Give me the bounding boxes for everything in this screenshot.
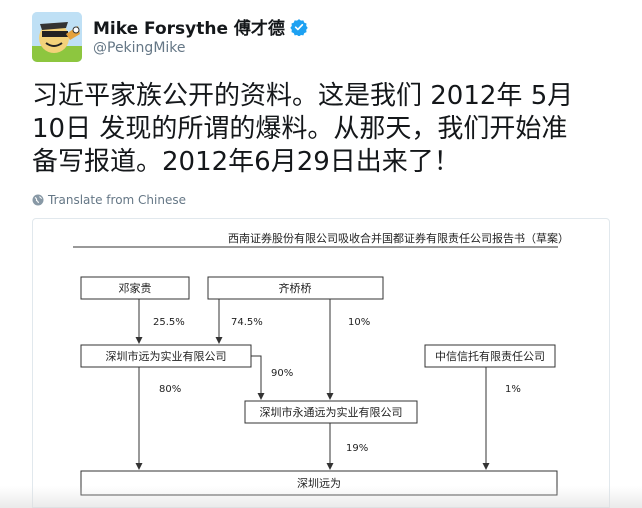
edge-label: 10% bbox=[348, 317, 370, 328]
tweet-line: 备写报道。2012年6月29日出来了！ bbox=[32, 147, 460, 177]
node-deng bbox=[80, 276, 190, 300]
edge-label: 19% bbox=[346, 443, 368, 454]
node-zhongxin-label: 中信信托有限责任公司 bbox=[435, 349, 545, 363]
node-deng-label: 邓家贵 bbox=[119, 281, 152, 295]
user-handle[interactable]: @PekingMike bbox=[93, 40, 186, 56]
edge-label: 25.5% bbox=[153, 317, 185, 328]
verified-badge-icon bbox=[290, 18, 308, 36]
display-name[interactable]: Mike Forsythe 傅才德 bbox=[93, 19, 285, 39]
node-zhongxin bbox=[424, 344, 556, 368]
attached-document-image[interactable]: 西南证券股份有限公司吸收合并国都证券有限责任公司报告书（草案） 邓家贵 齐桥桥 … bbox=[32, 218, 610, 508]
node-qi bbox=[207, 276, 384, 300]
document-header: 西南证券股份有限公司吸收合并国都证券有限责任公司报告书（草案） bbox=[228, 231, 569, 245]
globe-icon bbox=[32, 194, 44, 206]
node-yongtong bbox=[244, 400, 418, 424]
ownership-diagram: 西南证券股份有限公司吸收合并国都证券有限责任公司报告书（草案） 邓家贵 齐桥桥 … bbox=[73, 231, 569, 496]
user-name-row[interactable]: Mike Forsythe 傅才德 bbox=[93, 14, 308, 39]
translate-label[interactable]: Translate from Chinese bbox=[48, 193, 186, 207]
edge-yuanwei-yongtong bbox=[251, 355, 265, 400]
translate-link[interactable]: Translate from Chinese bbox=[32, 193, 186, 207]
avatar-cartoon-icon bbox=[32, 12, 82, 62]
edge-label: 74.5% bbox=[231, 317, 263, 328]
avatar[interactable] bbox=[32, 12, 82, 62]
node-yuanwei-shiye-label: 深圳市远为实业有限公司 bbox=[106, 349, 227, 363]
edge-label: 1% bbox=[505, 384, 521, 395]
tweet-text: 习近平家族公开的资料。这是我们 2012年 5月 10日 发现的所谓的爆料。从那… bbox=[32, 80, 632, 179]
edge-label: 80% bbox=[159, 384, 181, 395]
edge-label: 90% bbox=[271, 368, 293, 379]
tweet-line: 习近平家族公开的资料。这是我们 2012年 5月 bbox=[32, 81, 574, 111]
node-qi-label: 齐桥桥 bbox=[279, 281, 312, 295]
node-yongtong-label: 深圳市永通远为实业有限公司 bbox=[260, 405, 403, 419]
tweet-line: 10日 发现的所谓的爆料。从那天，我们开始准 bbox=[32, 114, 568, 144]
node-shenzhen-yuanwei-label: 深圳远为 bbox=[297, 477, 341, 490]
